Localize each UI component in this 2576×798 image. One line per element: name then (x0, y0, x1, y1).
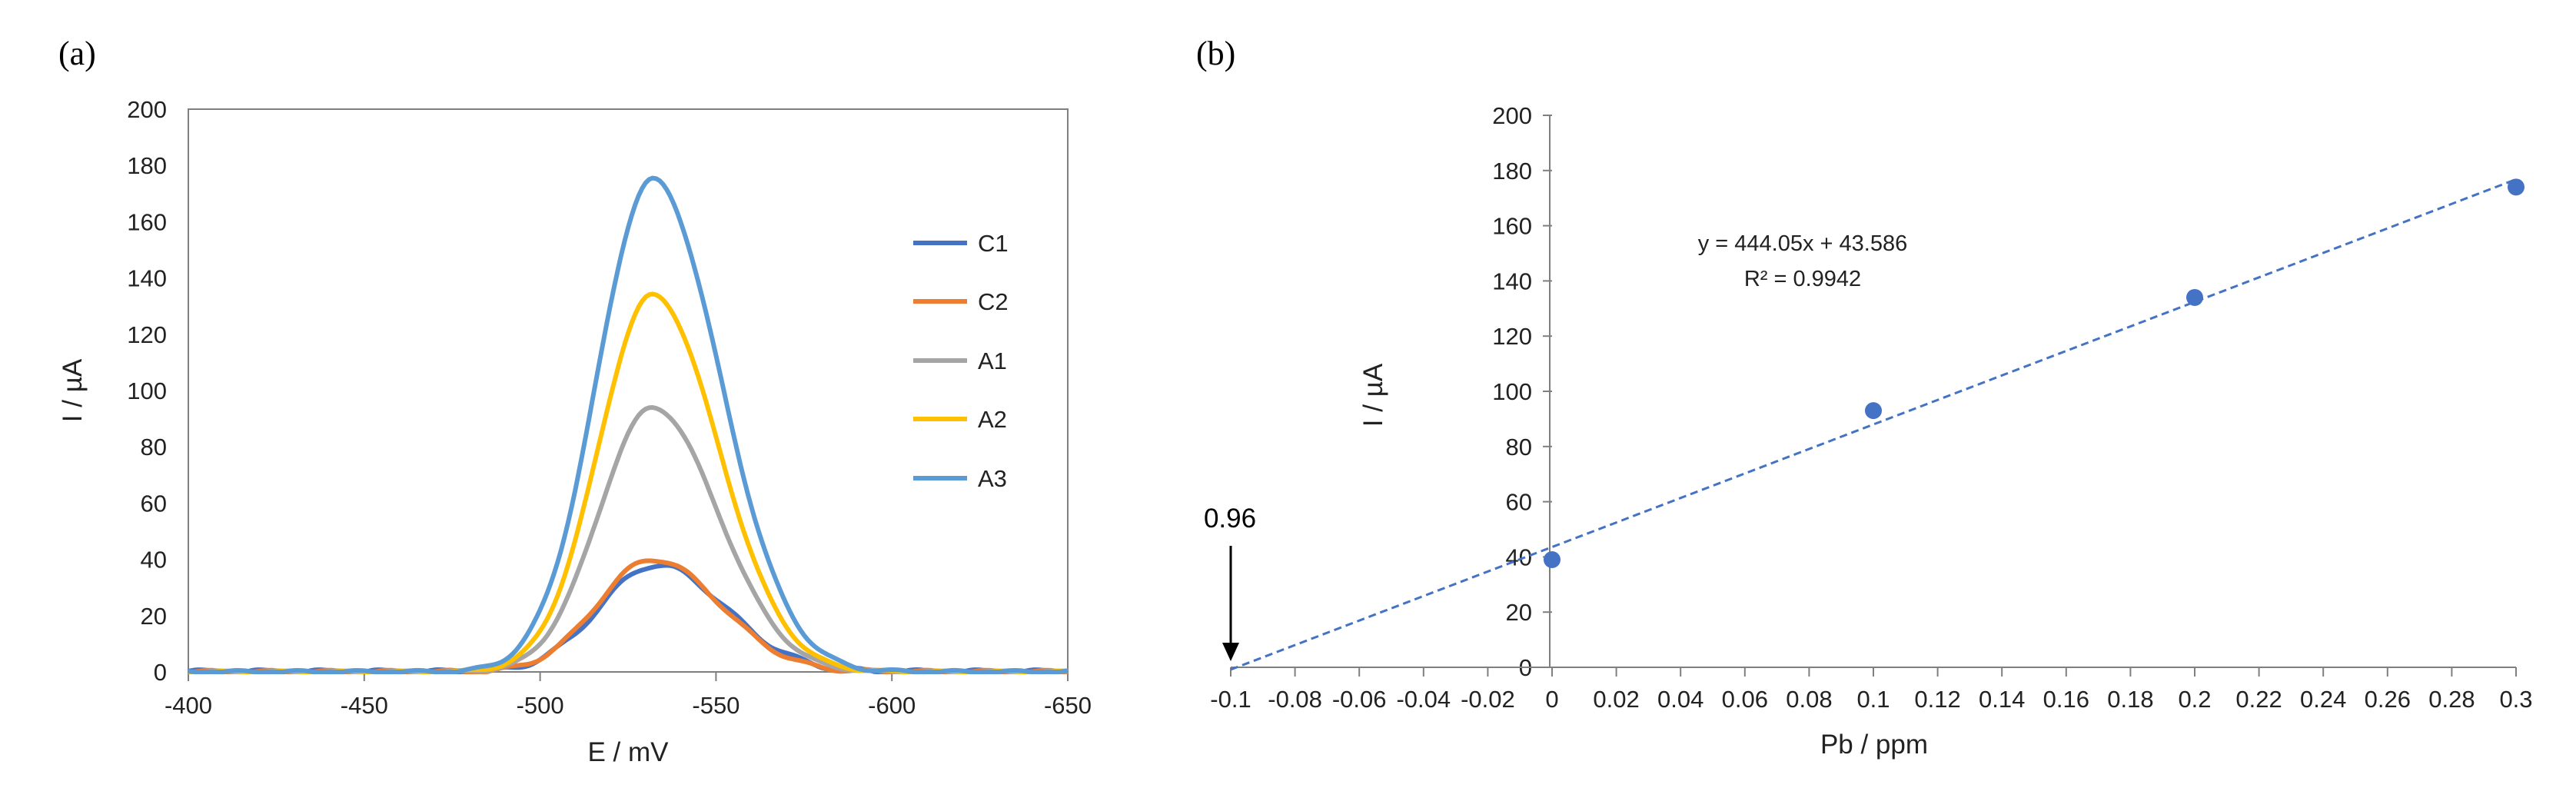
chart-a-x-axis-title: E / mV (587, 737, 669, 767)
chart-a-legend: C1 C2 A1 A2 A3 (913, 230, 1009, 492)
series-line-c1 (188, 563, 1068, 674)
chart-b-data-point (2186, 288, 2203, 306)
chart-a-plot-frame (188, 108, 1069, 673)
chart-a-x-tick-label: -600 (868, 692, 916, 719)
chart-b-x-tick-label: 0 (1545, 686, 1558, 713)
chart-b-x-tick-label: 0.1 (1856, 686, 1890, 713)
chart-b-x-tick-label: 0.16 (2043, 686, 2089, 713)
chart-a-y-ticks: 0 20 40 60 80 100 120 140 160 180 200 (127, 96, 167, 686)
chart-b-data-point (1544, 550, 1561, 568)
chart-a-y-tick-label: 140 (127, 265, 167, 292)
panel-b-label: (b) (1196, 35, 1235, 72)
chart-b-x-ticks: -0.1 -0.08 -0.06 -0.04 -0.02 0 0.02 0.04 0.06 0.0… (1210, 667, 2533, 713)
chart-b-y-tick-label: 120 (1492, 323, 1532, 350)
chart-a-x-tick-label: -400 (165, 692, 212, 719)
chart-a-x-tick-label: -450 (341, 692, 388, 719)
chart-b-x-tick-label: 0.12 (1914, 686, 1960, 713)
legend-label-c1: C1 (978, 230, 1009, 257)
chart-b-x-tick-label: 0.02 (1593, 686, 1639, 713)
series-line-a3 (188, 175, 1069, 674)
chart-b-y-tick-label: 80 (1506, 434, 1532, 461)
chart-a-y-tick-label: 160 (127, 208, 167, 235)
chart-b-annotation-label: 0.96 (1204, 504, 1256, 534)
chart-b-x-tick-label: 0.3 (2499, 686, 2532, 713)
chart-b-plot-group (1230, 178, 2524, 671)
chart-b-y-tick-label: 40 (1506, 544, 1532, 570)
chart-b-trendline-equation: y = 444.05x + 43.586 (1698, 231, 1908, 256)
chart-b-x-tick-label: 0.28 (2428, 686, 2475, 713)
chart-b-x-tick-label: 0.04 (1657, 686, 1703, 713)
chart-b-x-tick-label: 0.22 (2235, 686, 2282, 713)
chart-b-x-tick-label: -0.02 (1461, 686, 1515, 713)
chart-b-y-tick-label: 200 (1492, 102, 1532, 129)
chart-a-y-tick-label: 180 (127, 152, 167, 179)
chart-b-y-tick-label: 140 (1492, 268, 1532, 294)
chart-b-x-tick-label: 0.14 (1979, 686, 2025, 713)
legend-label-a2: A2 (978, 406, 1007, 433)
chart-b-x-tick-label: -0.08 (1268, 686, 1322, 713)
chart-a-y-tick-label: 200 (127, 96, 167, 123)
chart-b-x-tick-label: 0.06 (1722, 686, 1768, 713)
chart-a-y-tick-label: 0 (154, 659, 167, 686)
chart-a-y-tick-label: 40 (141, 547, 167, 574)
panel-a-label: (a) (58, 35, 96, 72)
chart-a-y-tick-label: 120 (127, 321, 167, 348)
chart-a-y-tick-label: 60 (141, 490, 167, 517)
chart-b-data-point (2508, 178, 2524, 196)
chart-b-annotation-arrow-head (1222, 643, 1239, 661)
chart-b-trendline (1230, 178, 2517, 671)
series-line-a1 (188, 405, 1069, 674)
chart-b-x-tick-label: 0.26 (2365, 686, 2411, 713)
chart-a-x-tick-label: -650 (1044, 692, 1092, 719)
chart-b-x-tick-label: -0.04 (1396, 686, 1451, 713)
chart-b-y-tick-label: 160 (1492, 213, 1532, 240)
chart-b-x-tick-label: -0.1 (1210, 686, 1251, 713)
chart-b-r-squared: R² = 0.9942 (1744, 267, 1861, 291)
series-line-a2 (188, 291, 1069, 674)
chart-b-x-axis-title: Pb / ppm (1820, 730, 1928, 760)
legend-label-a1: A1 (978, 347, 1007, 374)
chart-b-x-tick-label: 0.18 (2107, 686, 2153, 713)
chart-b-data-point (1865, 402, 1882, 420)
chart-a-y-axis-title: I / µA (58, 358, 88, 422)
chart-b-x-tick-label: 0.24 (2300, 686, 2346, 713)
chart-a-series-group (188, 175, 1069, 674)
chart-b-y-tick-label: 20 (1506, 599, 1532, 626)
legend-label-a3: A3 (978, 465, 1007, 492)
legend-label-c2: C2 (978, 288, 1009, 315)
chart-b-y-tick-label: 60 (1506, 489, 1532, 516)
chart-b-y-tick-label: 100 (1492, 378, 1532, 405)
chart-a-x-ticks: -400 -450 -500 -550 -600 -650 (165, 672, 1092, 719)
chart-b-y-tick-label: 180 (1492, 158, 1532, 185)
chart-b-y-axis-title: I / µA (1358, 363, 1388, 427)
chart-b-x-tick-label: -0.06 (1332, 686, 1387, 713)
chart-a-x-tick-label: -500 (517, 692, 564, 719)
chart-a-y-tick-label: 80 (141, 434, 167, 461)
chart-a-x-tick-label: -550 (692, 692, 740, 719)
chart-b-x-tick-label: 0.2 (2178, 686, 2211, 713)
chart-a-y-tick-label: 100 (127, 377, 167, 404)
chart-a-y-tick-label: 20 (141, 603, 167, 630)
chart-b-x-tick-label: 0.08 (1786, 686, 1832, 713)
